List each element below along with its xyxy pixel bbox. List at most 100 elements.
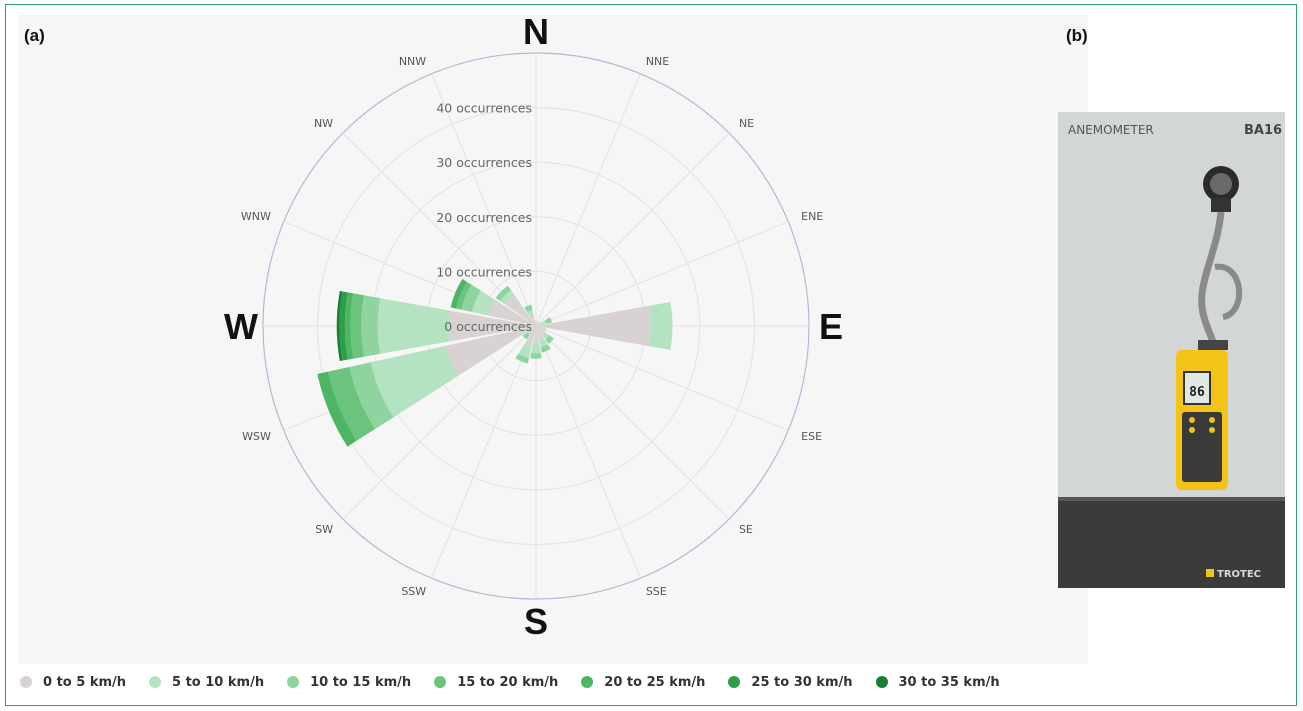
petal-sw-s0	[531, 326, 536, 331]
grid-spoke	[535, 325, 641, 579]
petal-se-s1	[542, 332, 550, 340]
petal-nw-s2	[495, 285, 512, 302]
petal-ene-s0	[536, 323, 542, 326]
wind-rose-chart: 0 occurrences 10 occurrences 20 occurrence…	[224, 14, 843, 642]
petal-wsw-s0	[445, 326, 536, 377]
direction-label-nnw: NNW	[399, 55, 426, 68]
direction-label-sw: SW	[315, 523, 333, 536]
petal-wsw-s4	[317, 371, 357, 447]
petal-ese-s0	[536, 326, 547, 332]
petal-s-s0	[533, 326, 539, 343]
petal-w-s5	[339, 291, 348, 361]
direction-label-w: W	[224, 306, 258, 347]
legend-label: 5 to 10 km/h	[172, 674, 265, 690]
radial-tick-label: 0 occurrences	[444, 319, 532, 334]
legend-swatch	[20, 676, 32, 688]
petal-nw-s1	[500, 290, 515, 305]
radial-tick-label: 40 occurrences	[436, 101, 532, 116]
legend-label: 30 to 35 km/h	[898, 674, 1000, 690]
petal-se-s2	[545, 335, 554, 344]
legend-label: 0 to 5 km/h	[43, 674, 127, 690]
direction-label-se: SE	[739, 523, 753, 536]
brand-logo: TROTEC	[1217, 569, 1261, 580]
petal-w-s1	[377, 298, 451, 354]
petal-e-s1	[648, 302, 673, 350]
legend-swatch	[728, 676, 741, 688]
legend-item: 25 to 30 km/h	[728, 674, 853, 690]
petal-s-s2	[530, 352, 542, 359]
petal-nw-s0	[504, 294, 536, 326]
direction-label-nne: NNE	[646, 55, 669, 68]
grid-spoke	[535, 132, 730, 327]
legend-label: 25 to 30 km/h	[751, 674, 853, 690]
petal-ssw-s2	[515, 353, 529, 364]
legend-item: 5 to 10 km/h	[149, 675, 264, 690]
petal-nnw-s1	[527, 310, 534, 317]
legend-swatch	[581, 676, 594, 688]
petal-w-s4	[344, 292, 354, 360]
petal-w-s2	[361, 295, 381, 357]
petal-wsw-s1	[370, 345, 458, 418]
legend-label: 20 to 25 km/h	[604, 674, 706, 690]
direction-label-ne: NE	[739, 117, 754, 130]
petal-wsw-s3	[328, 366, 376, 441]
direction-label-nw: NW	[314, 117, 333, 130]
petal-wnw-s0	[488, 299, 536, 326]
legend-item: 30 to 35 km/h	[875, 674, 1000, 690]
figure-frame	[5, 4, 1297, 706]
grid-spoke	[431, 325, 537, 579]
petal-w-s6	[336, 290, 343, 362]
petal-wnw-s3	[456, 281, 472, 310]
petal-ene-s1	[540, 320, 547, 325]
legend: 0 to 5 km/h 5 to 10 km/h 10 to 15 km/h 15 t…	[20, 670, 1088, 694]
radial-tick-label: 30 occurrences	[436, 155, 532, 170]
petal-wnw-s1	[472, 290, 495, 316]
direction-label-ese: ESE	[801, 430, 822, 443]
legend-swatch	[149, 676, 162, 688]
petal-w-s3	[350, 293, 365, 359]
petal-e-s0	[536, 305, 651, 347]
legend-item: 20 to 25 km/h	[581, 675, 705, 690]
legend-swatch	[434, 676, 447, 688]
petal-wnw-s2	[461, 284, 481, 312]
direction-label-ene: ENE	[801, 210, 823, 223]
petal-sw-s1	[527, 329, 533, 335]
petal-ssw-s1	[518, 344, 532, 358]
direction-label-ssw: SSW	[401, 585, 426, 598]
legend-item: 15 to 20 km/h	[434, 675, 558, 690]
radial-tick-label: 10 occurrences	[436, 264, 532, 279]
petal-ne-s0	[536, 321, 541, 326]
petal-w-s0	[448, 310, 536, 342]
legend-item: 0 to 5 km/h	[20, 675, 126, 690]
legend-swatch	[875, 676, 888, 688]
grid-spoke	[535, 325, 789, 431]
panel-b-label: (b)	[1066, 26, 1088, 45]
legend-label: 15 to 20 km/h	[457, 674, 559, 690]
petal-sse-s0	[536, 326, 545, 342]
petal-sw-s2	[522, 332, 530, 340]
petal-sse-s2	[540, 344, 551, 353]
legend-label: 10 to 15 km/h	[310, 674, 412, 690]
petal-ssw-s0	[524, 326, 536, 348]
direction-label-wnw: WNW	[241, 210, 271, 223]
board-model: BA16	[1244, 123, 1282, 138]
legend-swatch	[287, 676, 300, 688]
petal-n-s0	[535, 320, 537, 326]
direction-label-n: N	[523, 14, 549, 52]
petal-wnw-s4	[450, 278, 468, 309]
petal-se-s0	[536, 326, 545, 335]
direction-label-e: E	[819, 306, 843, 347]
petal-nnw-s2	[524, 304, 533, 313]
petal-ene-s2	[545, 317, 552, 324]
petal-sse-s1	[539, 339, 548, 348]
grid-spoke	[431, 73, 537, 327]
grid-spoke	[535, 221, 789, 327]
direction-label-wsw: WSW	[242, 430, 271, 443]
petal-s-s1	[531, 342, 541, 354]
legend-item: 10 to 15 km/h	[287, 675, 411, 690]
anemometer-photo: ANEMOMETER BA16 86 TROTEC	[1058, 112, 1285, 588]
grid-spoke	[342, 325, 537, 520]
petal-nnw-s0	[530, 315, 536, 326]
grid-spoke	[535, 325, 730, 520]
direction-label-sse: SSE	[646, 585, 667, 598]
